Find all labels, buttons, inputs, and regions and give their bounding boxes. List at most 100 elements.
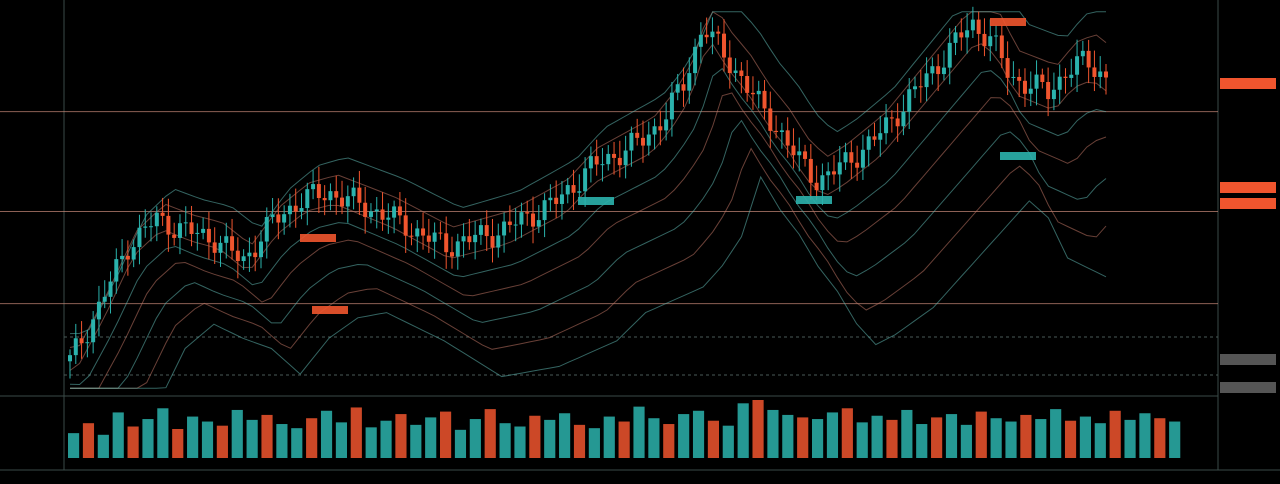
price-badge-4 (1220, 382, 1276, 393)
volume-bar-64 (1020, 414, 1032, 458)
candle-body-6 (102, 296, 107, 302)
volume-bar-6 (157, 408, 169, 458)
candle-body-88 (577, 191, 582, 193)
candle-body-70 (473, 234, 478, 243)
candle-body-94 (612, 153, 617, 158)
candle-body-99 (640, 137, 645, 146)
candle-body-131 (826, 171, 831, 176)
volume-bar-22 (395, 414, 407, 458)
candle-body-111 (710, 31, 715, 38)
candle-body-173 (1069, 74, 1074, 78)
candle-body-100 (646, 134, 651, 146)
candle-body-18 (172, 234, 177, 238)
volume-bar-35 (588, 428, 600, 458)
volume-bar-9 (201, 421, 214, 458)
candle-body-31 (247, 252, 252, 257)
volume-bar-30 (514, 426, 526, 458)
candle-body-142 (889, 117, 894, 119)
candle-body-161 (999, 35, 1004, 59)
candle-body-4 (91, 319, 96, 343)
candle-body-160 (994, 35, 999, 37)
candle-body-123 (779, 130, 784, 132)
candle-body-63 (432, 232, 437, 242)
candle-body-20 (183, 222, 188, 224)
candle-body-82 (542, 200, 547, 221)
candle-body-72 (484, 225, 489, 237)
volume-bar-34 (573, 424, 586, 458)
candle-body-2 (79, 338, 84, 344)
volume-bar-31 (529, 415, 541, 458)
candle-body-45 (328, 191, 333, 201)
candle-body-33 (258, 241, 263, 258)
moving-average-line-4 (70, 147, 1107, 389)
volume-bar-68 (1079, 416, 1091, 458)
candle-body-98 (635, 132, 640, 138)
candle-body-156 (970, 19, 975, 31)
volume-bar-44 (722, 425, 734, 458)
candle-body-38 (287, 205, 292, 215)
candle-body-67 (455, 241, 460, 257)
candle-body-107 (687, 73, 692, 91)
candle-body-127 (803, 151, 808, 159)
candle-body-128 (808, 158, 813, 183)
volume-bar-65 (1035, 419, 1047, 458)
candle-body-90 (588, 156, 593, 169)
candle-body-178 (1098, 71, 1103, 77)
price-badge-2 (1220, 198, 1276, 209)
volume-bar-42 (692, 410, 705, 458)
candle-body-55 (386, 217, 391, 220)
chart-tag-4 (578, 197, 614, 205)
candle-body-9 (120, 255, 125, 260)
volume-bar-69 (1094, 423, 1106, 458)
candle-body-147 (918, 86, 923, 88)
candle-body-162 (1005, 58, 1010, 78)
candle-body-80 (531, 213, 536, 227)
candle-body-40 (299, 208, 304, 212)
volume-bar-17 (320, 410, 333, 458)
candle-body-58 (403, 215, 408, 236)
candle-body-61 (421, 228, 426, 236)
candle-body-41 (305, 189, 310, 209)
volume-bar-38 (633, 406, 645, 458)
candle-body-74 (496, 235, 501, 248)
candle-body-62 (426, 235, 431, 242)
volume-bar-63 (1005, 421, 1017, 458)
candle-body-59 (409, 235, 414, 237)
candle-body-50 (357, 187, 362, 203)
candle-body-103 (664, 119, 669, 131)
candle-body-64 (438, 232, 443, 234)
candle-body-49 (351, 187, 356, 197)
candle-body-101 (652, 126, 657, 135)
candle-body-29 (235, 250, 240, 262)
candle-body-35 (270, 214, 275, 218)
moving-average-line-5 (70, 175, 1107, 389)
candle-body-84 (554, 197, 559, 204)
volume-bar-23 (410, 424, 422, 458)
volume-bar-32 (544, 419, 556, 458)
volume-bar-59 (945, 414, 958, 458)
candle-body-140 (878, 133, 883, 140)
candle-body-69 (467, 236, 472, 243)
candle-body-12 (137, 227, 142, 248)
volume-bar-33 (559, 413, 571, 458)
candle-body-122 (774, 130, 779, 132)
candle-body-89 (583, 168, 588, 192)
candle-body-150 (936, 66, 941, 75)
volume-bar-7 (172, 429, 184, 458)
candle-body-8 (114, 259, 119, 282)
candle-body-136 (855, 162, 860, 168)
chart-tag-2 (796, 196, 832, 204)
candle-body-121 (768, 108, 773, 131)
volume-bar-53 (856, 422, 868, 458)
candle-body-65 (444, 233, 449, 253)
candle-body-27 (224, 236, 229, 243)
chart-tag-5 (300, 234, 336, 242)
candle-body-104 (669, 92, 674, 120)
candle-body-91 (594, 156, 599, 165)
candle-body-135 (849, 152, 854, 163)
volume-bar-29 (499, 423, 511, 458)
candle-body-158 (982, 33, 987, 47)
moving-average-line-0 (69, 43, 1107, 371)
